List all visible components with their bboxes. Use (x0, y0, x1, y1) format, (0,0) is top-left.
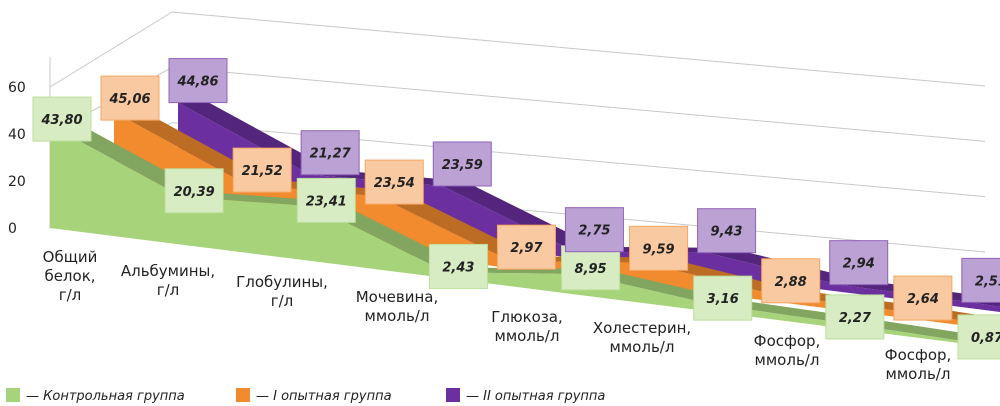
data-label-text: 2,64 (907, 292, 939, 307)
data-label-text: 2,94 (843, 257, 875, 272)
series-top-segment (442, 181, 597, 252)
category-label: Фосфор, ммоль/л (885, 346, 952, 383)
grid-line (171, 66, 986, 142)
data-label-box (829, 240, 889, 286)
category-label: Холестерин, ммоль/л (593, 319, 691, 356)
data-label-text: 2,97 (510, 241, 543, 256)
data-label: 2,97 (496, 224, 556, 270)
data-label-text: 21,27 (310, 147, 352, 162)
data-label-box (32, 96, 92, 142)
data-label-text: 0,87 (971, 331, 1000, 346)
data-label-text: 2,43 (442, 260, 474, 275)
data-label-text: 45,06 (108, 92, 150, 107)
series-top-segment (178, 97, 333, 175)
data-label-box (693, 275, 753, 321)
data-label: 21,52 (232, 147, 292, 193)
legend-swatch (446, 388, 460, 402)
data-label-text: 9,59 (643, 242, 675, 257)
data-label-box (432, 141, 492, 187)
data-label-box (957, 314, 1000, 360)
data-label: 2,43 (428, 243, 488, 289)
data-label-box (364, 159, 424, 205)
legend-swatch (6, 388, 20, 402)
data-label-text: 2,51 (975, 274, 1000, 289)
data-label: 8,95 (561, 245, 621, 291)
data-label-text: 23,41 (306, 194, 347, 209)
data-label: 2,64 (893, 275, 953, 321)
data-label: 20,39 (164, 168, 224, 214)
data-label: 9,43 (697, 208, 757, 254)
data-label: 2,27 (825, 294, 885, 340)
data-label-text: 21,52 (242, 164, 283, 179)
data-label-box (564, 207, 624, 253)
data-label: 2,51 (961, 257, 1000, 303)
legend-item: — Контрольная группа (6, 388, 185, 404)
series-area (50, 125, 975, 345)
data-label-box (496, 224, 556, 270)
data-label: 23,54 (364, 159, 424, 205)
data-label: 0,87 (957, 314, 1000, 360)
legend-label: — I опытная группа (256, 389, 392, 404)
data-label-box (629, 225, 689, 271)
data-label-text: 43,80 (40, 113, 82, 128)
data-label: 21,27 (300, 130, 360, 176)
data-label-text: 2,75 (578, 224, 610, 239)
category-label: Глобулины, г/л (236, 273, 328, 310)
series-top-segment (114, 107, 269, 185)
grid-line-side (49, 11, 173, 88)
data-label-box (100, 75, 160, 121)
data-label-box (232, 147, 292, 193)
data-label-box (300, 130, 360, 176)
category-label: Глюкоза, ммоль/л (491, 308, 563, 345)
data-label: 44,86 (168, 58, 228, 104)
legend-label: — II опытная группа (466, 389, 605, 404)
data-label: 45,06 (100, 75, 160, 121)
data-label: 2,94 (829, 240, 889, 286)
data-label-text: 2,27 (839, 311, 872, 326)
legend-label: — Контрольная группа (26, 389, 185, 404)
data-label-box (825, 294, 885, 340)
data-label-text: 23,54 (374, 176, 415, 191)
data-label-text: 2,88 (775, 275, 807, 290)
data-label-text: 20,39 (174, 185, 215, 200)
legend-item: — I опытная группа (236, 388, 392, 404)
data-label-box (168, 58, 228, 104)
data-label-box (697, 208, 757, 254)
data-label: 43,80 (32, 96, 92, 142)
data-label-text: 9,43 (711, 225, 743, 240)
data-label: 3,16 (693, 275, 753, 321)
category-label: Фосфор, ммоль/л (754, 332, 821, 369)
category-label: Альбумины, г/л (121, 262, 215, 299)
grid-line (171, 11, 986, 87)
data-label-box (164, 168, 224, 214)
y-tick-label: 0 (8, 221, 17, 237)
category-label: Мочевина, ммоль/л (356, 288, 439, 325)
data-label: 2,88 (761, 258, 821, 304)
data-label-text: 3,16 (707, 292, 739, 307)
data-label-box (893, 275, 953, 321)
data-label-box (296, 177, 356, 223)
data-label-box (428, 243, 488, 289)
legend-item: — II опытная группа (446, 388, 605, 404)
data-label-box (761, 258, 821, 304)
series-top-segment (378, 191, 533, 262)
y-tick-label: 40 (8, 127, 26, 143)
category-label: Общий белок, г/л (43, 248, 98, 304)
y-tick-label: 20 (8, 174, 26, 190)
data-label: 23,59 (432, 141, 492, 187)
data-label-text: 8,95 (575, 262, 607, 277)
legend-swatch (236, 388, 250, 402)
data-label: 23,41 (296, 177, 356, 223)
y-tick-label: 60 (8, 80, 26, 96)
data-label-box (961, 257, 1000, 303)
data-label: 2,75 (564, 207, 624, 253)
data-label: 9,59 (629, 225, 689, 271)
data-label-text: 44,86 (176, 75, 218, 90)
data-label-text: 23,59 (442, 158, 483, 173)
